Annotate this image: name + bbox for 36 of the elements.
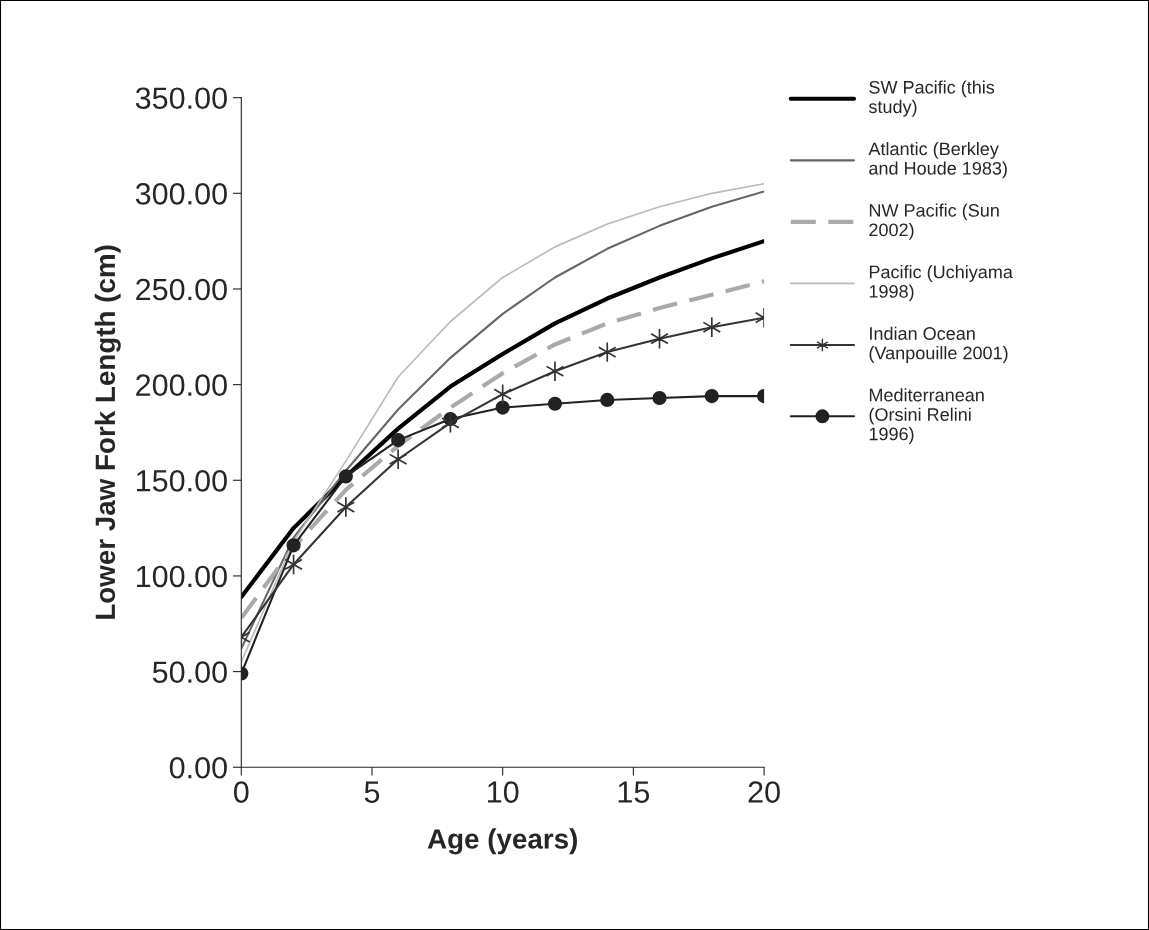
x-tick-label: 5 [364, 781, 380, 803]
point [702, 316, 722, 338]
y-tick-label: 350.00 [135, 87, 227, 110]
point [338, 469, 353, 484]
point [545, 360, 565, 382]
legend-label: Atlantic (Berkley and Houde 1983) [868, 141, 1007, 179]
y-tick-label: 250.00 [136, 278, 227, 301]
point [704, 389, 719, 404]
x-tick-label: 10 [488, 781, 519, 803]
x-axis-title: Age (years) [427, 828, 577, 855]
point [495, 400, 510, 415]
y-tick-label: 0.00 [169, 756, 227, 779]
y-tick-label: 300.00 [135, 183, 227, 205]
point [547, 396, 563, 411]
point [336, 496, 356, 518]
x-tick-label: 20 [748, 781, 780, 803]
legend-label: SW Pacific (this study) [868, 80, 995, 117]
point [493, 383, 512, 405]
line-series [241, 239, 765, 600]
y-tick-label: 200.00 [136, 374, 227, 396]
point [388, 448, 408, 470]
legend-label: Indian Ocean (Vanpouille 2001) [869, 326, 1008, 363]
y-tick-label: 150.00 [136, 470, 227, 492]
legend-label: Pacific (Uchiyama 1998) [869, 265, 1013, 302]
y-tick-label: 100.00 [136, 565, 227, 588]
point [597, 341, 617, 363]
y-axis-title: Lower Jaw Fork Length (cm) [94, 245, 121, 619]
x-tick-label: 0 [233, 781, 249, 803]
x-tick-label: 15 [618, 781, 650, 803]
legend-label: NW Pacific (Sun 2002) [869, 203, 999, 240]
legend-label: Mediterranean (Orsini Relini 1996) [869, 388, 984, 444]
y-tick-label: 50.00 [152, 661, 227, 683]
point [286, 538, 301, 553]
point [652, 390, 667, 406]
point [391, 433, 406, 448]
point [600, 392, 615, 408]
